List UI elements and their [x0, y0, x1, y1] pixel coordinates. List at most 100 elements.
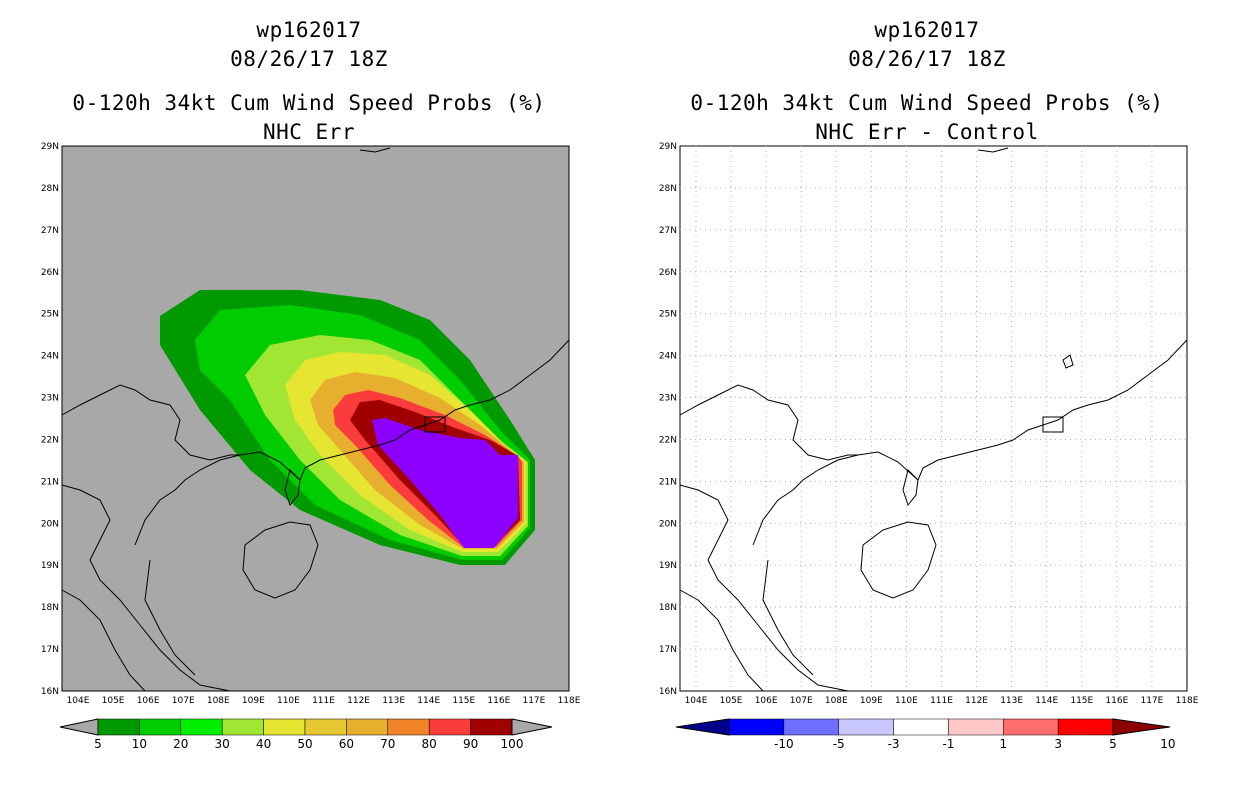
colorbar-label: 40 [256, 737, 271, 751]
left-map-svg: 29N 28N 27N 26N 25N 24N 23N 22N 21N 20N 19N 18N 17N 1… [41, 142, 581, 751]
colorbar-box [346, 718, 389, 736]
lat-tick-label: 22N [41, 435, 59, 445]
inland-lake [1062, 354, 1074, 369]
lon-tick-label: 106E [137, 696, 160, 706]
colorbar-label: 20 [173, 737, 188, 751]
lat-tick-label: 28N [41, 184, 59, 194]
lat-tick-label: 27N [659, 226, 677, 236]
lat-tick-label: 27N [41, 226, 59, 236]
colorbar-box [304, 718, 347, 736]
colorbar-box [97, 718, 140, 736]
lon-tick-label: 108E [207, 696, 230, 706]
lat-tick-label: 16N [41, 687, 59, 697]
colorbar-label: 80 [422, 737, 437, 751]
lat-tick-label: 24N [659, 352, 677, 362]
colorbar-label: 60 [339, 737, 354, 751]
lon-tick-label: 108E [825, 696, 848, 706]
colorbar-box [893, 718, 949, 736]
lat-axis: 29N 28N 27N 26N 25N 24N 23N 22N 21N 20N 19N 18N 17N 1… [41, 142, 59, 697]
storm-id: wp162017 [874, 18, 980, 42]
lat-tick-label: 21N [41, 477, 59, 487]
lat-tick-label: 29N [659, 142, 677, 152]
coastlines [61, 147, 570, 692]
lat-tick-label: 23N [659, 394, 677, 404]
lon-tick-label: 115E [452, 696, 475, 706]
colorbar-left-arrow [675, 718, 730, 736]
storm-id: wp162017 [256, 18, 362, 42]
hong-kong-box [424, 416, 446, 433]
leizhou-peninsula [284, 469, 301, 507]
lon-tick-label: 113E [1000, 696, 1023, 706]
datetime: 08/26/17 18Z [848, 47, 1006, 71]
lon-tick-label: 109E [242, 696, 265, 706]
colorbar-label: -1 [942, 737, 954, 751]
hainan-island [242, 521, 319, 599]
lat-tick-label: 22N [659, 435, 677, 445]
lon-tick-label: 111E [312, 696, 335, 706]
lat-tick-label: 19N [41, 561, 59, 571]
lon-tick-label: 104E [685, 696, 708, 706]
lon-tick-label: 114E [417, 696, 440, 706]
lat-tick-label: 19N [659, 561, 677, 571]
colorbar-label: -10 [774, 737, 794, 751]
vietnam-border [61, 384, 240, 461]
lon-tick-label: 113E [382, 696, 405, 706]
hainan-island [860, 521, 937, 599]
lat-tick-label: 29N [41, 142, 59, 152]
colorbar-label: 70 [380, 737, 395, 751]
colorbar-label: 30 [215, 737, 230, 751]
vietnam-coast [679, 484, 849, 692]
grid-lines [680, 146, 1187, 691]
lon-tick-label: 107E [790, 696, 813, 706]
colorbar-box [387, 718, 430, 736]
lon-tick-label: 109E [860, 696, 883, 706]
subtitle: NHC Err [262, 120, 355, 144]
vietnam-border [679, 384, 858, 461]
lat-tick-label: 17N [659, 645, 677, 655]
lat-tick-label: 25N [659, 310, 677, 320]
inner-border [752, 489, 814, 676]
prob-100 [372, 418, 518, 548]
laos-border [679, 589, 764, 692]
lon-tick-label: 114E [1035, 696, 1058, 706]
lat-tick-label: 26N [659, 268, 677, 278]
colorbar-box [1057, 718, 1114, 736]
colorbar-label: 50 [297, 737, 312, 751]
lon-tick-label: 107E [172, 696, 195, 706]
leizhou-peninsula [902, 469, 919, 507]
colorbar-label: 5 [1109, 737, 1117, 751]
lat-tick-label: 17N [41, 645, 59, 655]
colorbar-label: 100 [501, 737, 524, 751]
lat-tick-label: 20N [41, 519, 59, 529]
lon-tick-label: 106E [755, 696, 778, 706]
lon-tick-label: 110E [895, 696, 918, 706]
product-title: 0-120h 34kt Cum Wind Speed Probs (%) [72, 91, 546, 115]
lat-tick-label: 25N [41, 310, 59, 320]
colorbar-left-arrow [59, 718, 99, 736]
laos-border [61, 589, 146, 692]
colorbar-label: -5 [833, 737, 845, 751]
probability-swath [160, 290, 535, 565]
lat-tick-label: 26N [41, 268, 59, 278]
lon-tick-label: 105E [102, 696, 125, 706]
coastlines [679, 147, 1188, 692]
colorbar-right-arrow [1112, 718, 1171, 736]
inner-border [134, 489, 196, 676]
lon-tick-label: 112E [965, 696, 988, 706]
colorbar-box [948, 718, 1004, 736]
colorbar-box [728, 718, 785, 736]
lon-tick-label: 110E [277, 696, 300, 706]
lat-tick-label: 20N [659, 519, 677, 529]
product-title: 0-120h 34kt Cum Wind Speed Probs (%) [690, 91, 1164, 115]
lon-tick-label: 118E [558, 696, 581, 706]
lon-tick-label: 118E [1176, 696, 1199, 706]
lon-tick-label: 112E [347, 696, 370, 706]
lat-tick-label: 24N [41, 352, 59, 362]
hong-kong-box [1042, 416, 1064, 433]
colorbar-box [180, 718, 223, 736]
colorbar-label: 1 [999, 737, 1007, 751]
vietnam-coast [61, 484, 231, 692]
lon-tick-label: 105E [720, 696, 743, 706]
colorbar-box [783, 718, 839, 736]
datetime: 08/26/17 18Z [230, 47, 388, 71]
